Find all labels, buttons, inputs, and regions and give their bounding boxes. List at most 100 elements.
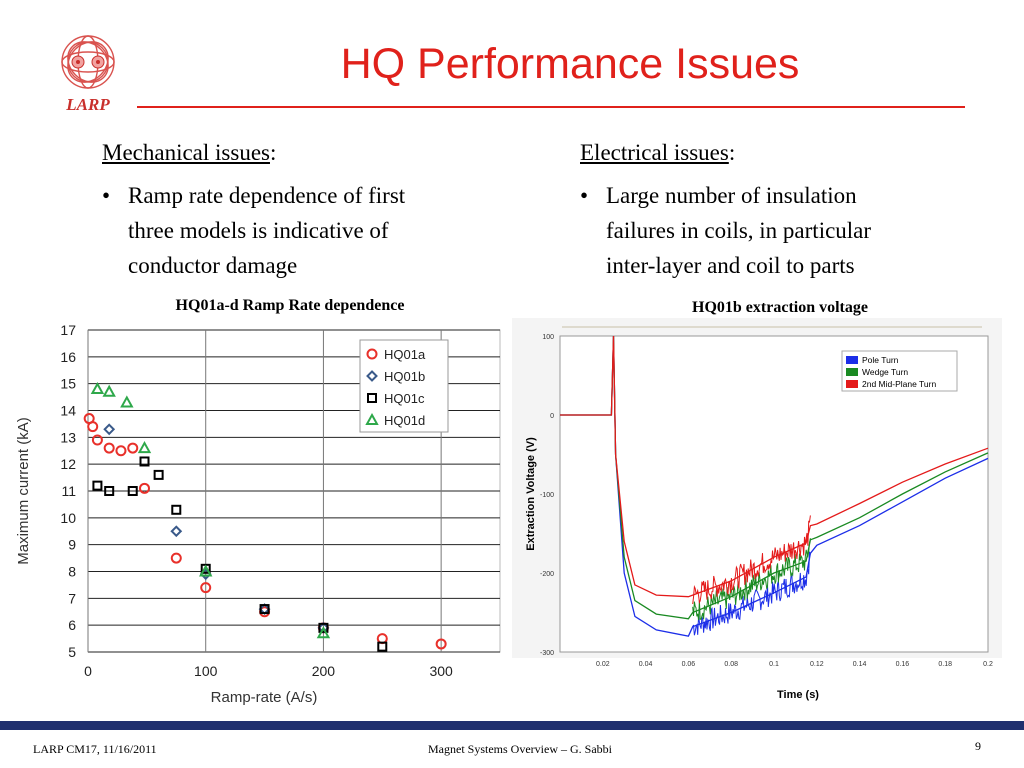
bullet-text: Ramp rate dependence of first three mode…: [128, 178, 488, 283]
footer-left-text: LARP CM17, 11/16/2011: [33, 742, 157, 756]
data-point: [318, 622, 329, 633]
legend-swatch: [846, 356, 858, 364]
data-point: [435, 638, 447, 650]
x-tick-label: 300: [429, 663, 453, 679]
legend-label: 2nd Mid-Plane Turn: [862, 379, 936, 389]
page-title: HQ Performance Issues: [340, 40, 800, 88]
y-tick-label: 15: [60, 376, 76, 392]
footer-bar: [0, 721, 1024, 730]
data-point: [120, 395, 134, 408]
legend-swatch: [846, 380, 858, 388]
left-chart-caption: HQ01a-d Ramp Rate dependence: [175, 297, 405, 314]
data-point: [137, 441, 152, 454]
x-tick-label: 0.16: [896, 661, 910, 668]
page-number: 9: [975, 739, 981, 753]
y-axis-label: Maximum current (kA): [15, 417, 32, 565]
series-line-2nd-mid-plane-turn: [560, 335, 989, 598]
data-point: [366, 370, 378, 382]
data-point: [171, 504, 182, 515]
y-tick-label: 16: [60, 349, 76, 365]
bullet-line: inter-layer and coil to parts: [606, 253, 855, 278]
data-point: [199, 564, 213, 577]
title-divider: [137, 106, 965, 108]
y-tick-label: 5: [68, 644, 76, 660]
data-point: [90, 381, 105, 395]
bullet-line: conductor damage: [128, 253, 298, 278]
y-tick-label: -300: [540, 650, 554, 657]
legend-box: [841, 350, 958, 392]
y-tick-label: 100: [542, 334, 554, 341]
y-tick-label: 8: [68, 564, 76, 580]
electrical-issues-heading-text: Electrical issues: [580, 140, 729, 165]
larp-logo-text: LARP: [66, 95, 110, 114]
electrical-issues-heading: Electrical issues:: [580, 140, 735, 166]
electrical-issues-bullet: • Large number of insulation failures in…: [580, 178, 980, 288]
mechanical-issues-bullet: • Ramp rate dependence of first three mo…: [102, 178, 502, 288]
data-point: [170, 552, 182, 564]
x-tick-label: 0.04: [639, 661, 653, 668]
data-point: [104, 486, 115, 496]
x-tick-label: 0.14: [853, 661, 867, 668]
x-tick-label: 0.06: [682, 661, 696, 668]
data-point: [200, 582, 212, 594]
bullet-line: failures in coils, in particular: [606, 218, 872, 243]
data-point: [91, 434, 103, 446]
data-point: [366, 348, 378, 360]
data-point: [102, 384, 116, 397]
x-tick-label: 0.1: [769, 661, 779, 668]
extraction-voltage-chart: 100 0 -100 -200 -300 0.02 0.04 0.06 0.08 0.1 0.12 0…: [512, 318, 1002, 701]
data-point: [153, 469, 164, 480]
y-tick-label: 12: [60, 456, 76, 472]
series-hq01c: [92, 456, 388, 652]
x-tick-label: 0.2: [983, 661, 993, 668]
data-point: [127, 486, 138, 496]
data-point: [115, 445, 127, 457]
data-point: [367, 393, 377, 403]
x-tick-label: 0.18: [938, 661, 952, 668]
x-tick-label: 100: [194, 663, 218, 679]
data-point: [92, 480, 103, 491]
legend-label: HQ01b: [384, 369, 425, 384]
legend-label: HQ01c: [384, 391, 425, 406]
bullet-line: three models is indicative of: [128, 218, 389, 243]
bullet-line: Large number of insulation: [606, 183, 857, 208]
y-tick-label: 7: [68, 590, 76, 606]
data-point: [377, 641, 388, 652]
y-tick-label: 6: [68, 617, 76, 633]
series-hq01a: [83, 413, 447, 650]
ramp-rate-scatter-chart: 5 6 7 8 9 10 11 12 13 14 15 16 17 0 100 200 300 Ramp-rate…: [15, 322, 501, 706]
legend-label: Pole Turn: [862, 355, 899, 365]
y-tick-label: 14: [60, 403, 76, 419]
y-tick-label: 0: [550, 413, 554, 420]
legend-label: HQ01d: [384, 413, 425, 428]
data-point: [316, 626, 331, 639]
data-point: [87, 421, 99, 433]
right-chart-caption: HQ01b extraction voltage: [692, 299, 868, 316]
y-tick-label: 9: [68, 537, 76, 553]
data-point: [139, 456, 150, 467]
y-tick-label: 11: [61, 483, 76, 499]
x-axis-label: Ramp-rate (A/s): [211, 689, 318, 706]
y-axis-label: Extraction Voltage (V): [525, 437, 537, 551]
y-tick-label: -100: [540, 492, 554, 499]
electrical-issues-heading-colon: :: [728, 140, 736, 165]
mechanical-issues-heading-text: Mechanical issues: [102, 140, 270, 165]
x-tick-label: 0.02: [596, 661, 610, 668]
series-noise: [692, 538, 811, 621]
data-point: [365, 412, 379, 425]
series-hq01d: [90, 381, 331, 639]
x-tick-label: 200: [312, 663, 336, 679]
x-tick-label: 0: [84, 663, 92, 679]
larp-logo: LARP: [52, 32, 124, 122]
bullet-text: Large number of insulation failures in c…: [606, 178, 966, 283]
x-tick-label: 0.08: [724, 661, 738, 668]
larp-logo-graphic: [61, 35, 115, 89]
x-tick-label: 0.12: [810, 661, 824, 668]
y-tick-label: 10: [60, 510, 76, 526]
series-noise: [692, 515, 811, 605]
data-point: [259, 604, 270, 615]
y-tick-label: -200: [540, 571, 554, 578]
legend-swatch: [846, 368, 858, 376]
data-point: [103, 442, 115, 454]
y-tick-label: 13: [60, 429, 76, 445]
